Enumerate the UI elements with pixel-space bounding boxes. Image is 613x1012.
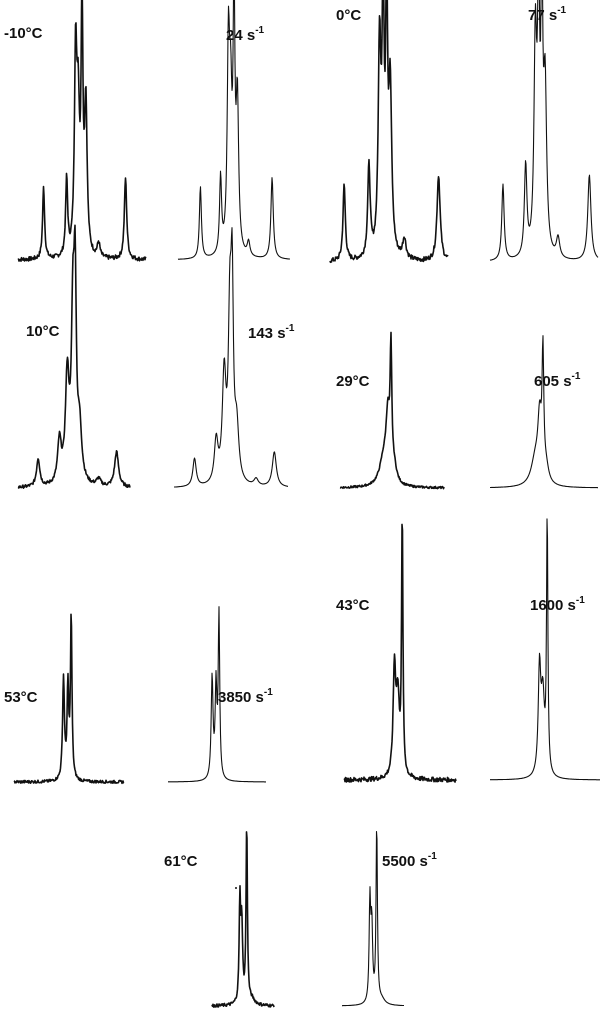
spectrum-calc-3850 <box>167 606 267 783</box>
temp-label-61: 61°C <box>164 853 198 870</box>
temp-label-0: 0°C <box>336 7 361 24</box>
temp-label-29: 29°C <box>336 373 370 390</box>
spectrum-calc-5500 <box>341 831 405 1007</box>
rate-label-77: 77 s-1 <box>528 5 567 24</box>
rate-label-3850: 3850 s-1 <box>218 687 273 706</box>
temp-label-43: 43°C <box>336 597 370 614</box>
temp-label-minus10: -10°C <box>4 25 43 42</box>
spectrum-exp-0 <box>329 0 449 264</box>
spectrum-calc-1600 <box>489 518 601 781</box>
rate-label-5500: 5500 s-1 <box>382 851 437 870</box>
spectrum-calc-24 <box>177 0 291 260</box>
rate-label-24: 24 s-1 <box>226 25 265 44</box>
stray-dot <box>235 887 237 889</box>
spectrum-exp-minus10 <box>17 0 147 262</box>
rate-label-605: 605 s-1 <box>534 371 581 390</box>
temp-label-53: 53°C <box>4 689 38 706</box>
spectrum-exp-61 <box>211 831 275 1008</box>
spectrum-exp-10 <box>17 224 131 489</box>
spectrum-exp-43 <box>343 523 457 783</box>
temp-label-10: 10°C <box>26 323 60 340</box>
spectrum-calc-77 <box>489 0 599 261</box>
rate-label-143: 143 s-1 <box>248 323 295 342</box>
rate-label-1600: 1600 s-1 <box>530 595 585 614</box>
spectrum-exp-53 <box>13 613 125 785</box>
spectrum-calc-143 <box>173 227 289 488</box>
spectrum-calc-605 <box>489 335 599 489</box>
spectrum-exp-29 <box>339 331 445 490</box>
